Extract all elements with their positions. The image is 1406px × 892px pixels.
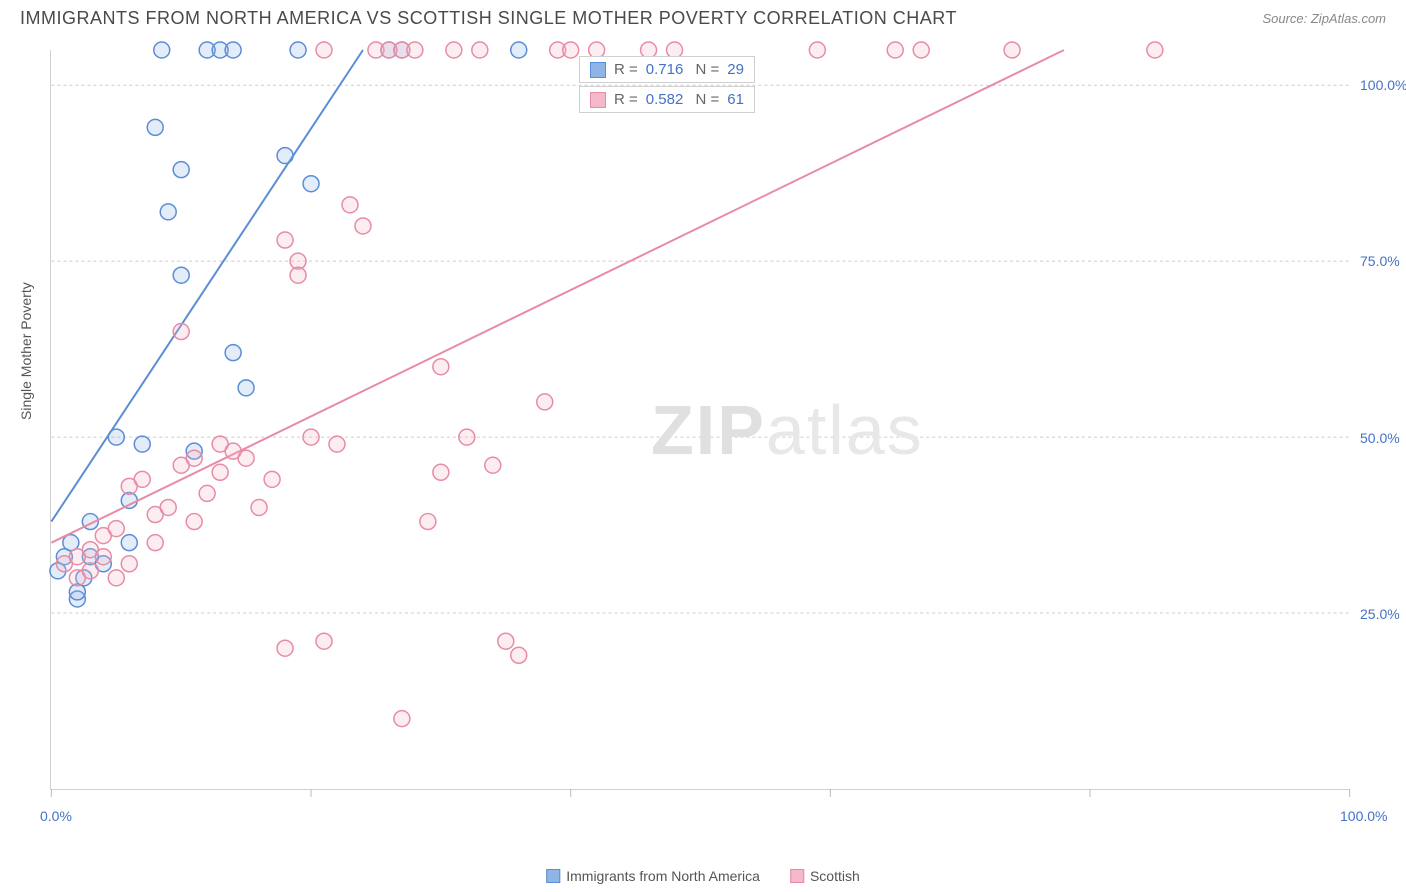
chart-plot-area: ZIPatlas R = 0.716 N = 29 R = 0.582 N = … xyxy=(50,50,1350,790)
source-label: Source: ZipAtlas.com xyxy=(1262,11,1386,26)
stats-swatch-0 xyxy=(590,62,606,78)
legend-item-1: Scottish xyxy=(790,868,860,884)
stats-r-value-0: 0.716 xyxy=(646,61,684,78)
legend-swatch-0 xyxy=(546,869,560,883)
stats-r-label-0: R = xyxy=(614,61,638,78)
stats-r-value-1: 0.582 xyxy=(646,91,684,108)
chart-title: IMMIGRANTS FROM NORTH AMERICA VS SCOTTIS… xyxy=(20,8,957,29)
stats-n-label-0: N = xyxy=(691,61,719,78)
legend-label-0: Immigrants from North America xyxy=(566,868,760,884)
stats-swatch-1 xyxy=(590,92,606,108)
legend-swatch-1 xyxy=(790,869,804,883)
stats-box-series-1: R = 0.582 N = 61 xyxy=(579,86,755,113)
legend-label-1: Scottish xyxy=(810,868,860,884)
y-tick-label: 75.0% xyxy=(1360,253,1400,269)
stats-n-label-1: N = xyxy=(691,91,719,108)
x-tick-label: 0.0% xyxy=(40,808,72,824)
chart-svg xyxy=(51,50,1350,789)
y-tick-label: 100.0% xyxy=(1360,77,1406,93)
stats-box-series-0: R = 0.716 N = 29 xyxy=(579,56,755,83)
title-bar: IMMIGRANTS FROM NORTH AMERICA VS SCOTTIS… xyxy=(0,0,1406,33)
y-axis-title: Single Mother Poverty xyxy=(18,282,34,420)
y-tick-label: 50.0% xyxy=(1360,430,1400,446)
stats-r-label-1: R = xyxy=(614,91,638,108)
legend: Immigrants from North America Scottish xyxy=(546,868,860,884)
legend-item-0: Immigrants from North America xyxy=(546,868,760,884)
stats-n-value-0: 29 xyxy=(727,61,744,78)
stats-n-value-1: 61 xyxy=(727,91,744,108)
x-tick-label: 100.0% xyxy=(1340,808,1387,824)
y-tick-label: 25.0% xyxy=(1360,606,1400,622)
